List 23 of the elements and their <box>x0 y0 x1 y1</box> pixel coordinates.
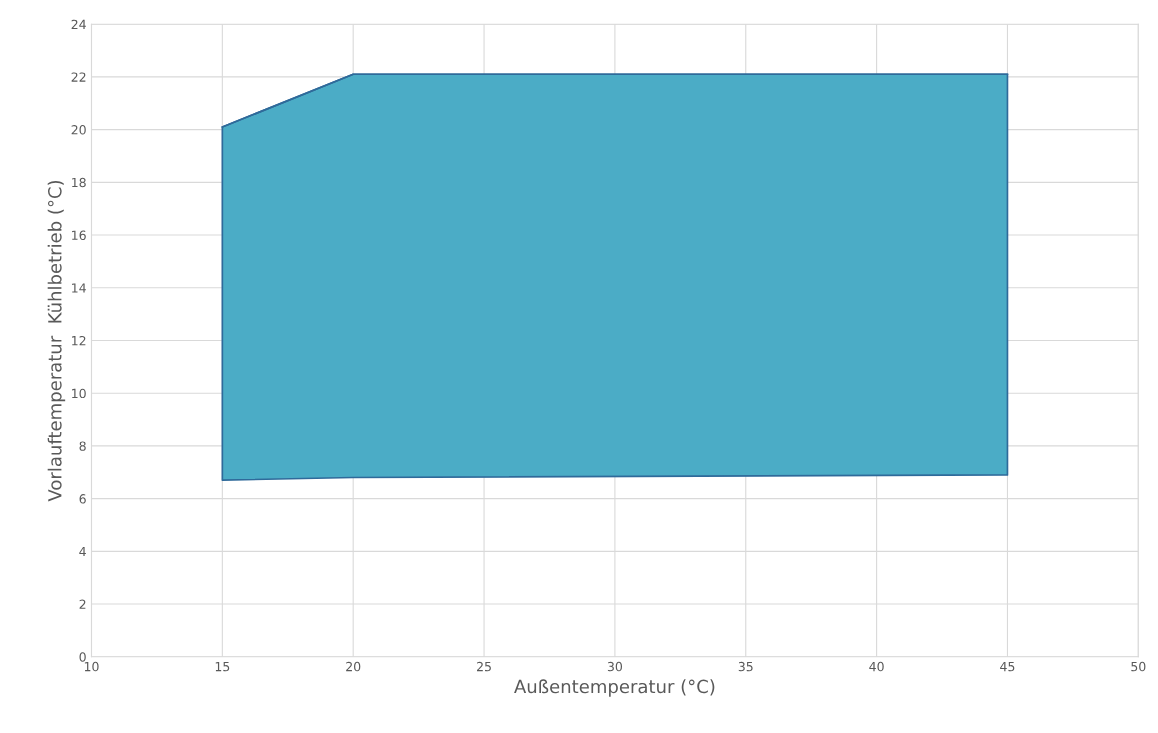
y-tick-label: 6 <box>79 494 86 504</box>
y-tick-label: 24 <box>71 19 86 29</box>
y-tick-label: 0 <box>79 652 86 662</box>
y-tick-label: 14 <box>72 283 86 293</box>
x-tick-label: 20 <box>346 661 361 672</box>
y-tick-label: 18 <box>72 177 86 188</box>
x-tick-label: 25 <box>477 661 491 672</box>
x-tick-label: 45 <box>1000 662 1015 672</box>
x-tick-label: 15 <box>215 662 230 672</box>
x-tick-label: 30 <box>607 661 623 672</box>
y-tick-label: 16 <box>72 230 86 240</box>
y-tick-label: 10 <box>72 388 86 399</box>
x-axis-title: Außentemperatur (°C) <box>514 679 715 697</box>
y-tick-label: 8 <box>79 441 86 451</box>
y-tick-label: 12 <box>72 335 86 346</box>
y-tick-label: 22 <box>71 72 86 82</box>
y-axis-title: Vorlauftemperatur Kühlbetrieb (°C) <box>47 180 66 502</box>
x-tick-label: 50 <box>1131 661 1146 672</box>
y-tick-label: 2 <box>79 599 86 609</box>
x-tick-label: 40 <box>869 661 884 672</box>
x-tick-label: 35 <box>738 661 753 672</box>
y-tick-label: 4 <box>79 546 86 557</box>
y-tick-label: 20 <box>71 125 86 135</box>
